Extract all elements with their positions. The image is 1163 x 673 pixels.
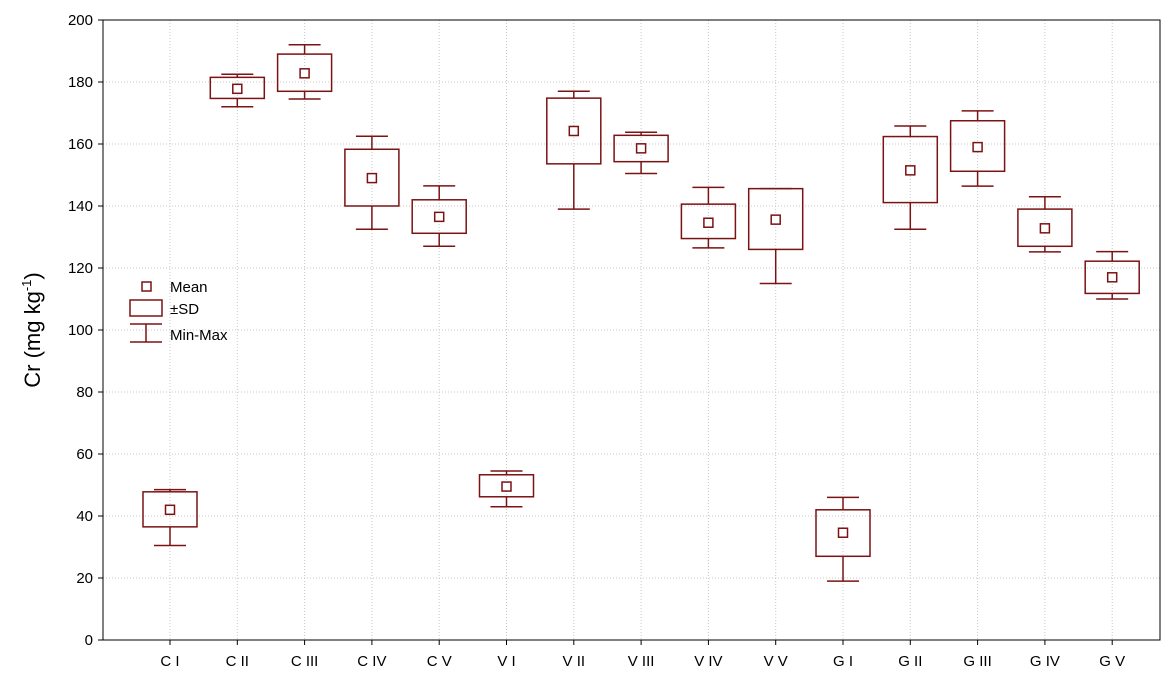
box-group: [1017, 195, 1073, 253]
x-tick-label: V III: [628, 653, 655, 670]
box-group: [949, 110, 1006, 187]
grid: [103, 20, 1160, 640]
box-group: [142, 488, 198, 547]
sd-box: [546, 97, 602, 165]
mean-marker: [837, 527, 849, 538]
x-tick-label: C IV: [357, 653, 386, 670]
sd-box: [142, 491, 198, 528]
x-tick-label: G V: [1099, 653, 1125, 670]
box-group: [815, 496, 871, 582]
box-group: [1084, 250, 1140, 300]
box-group: [613, 131, 669, 175]
mean-marker: [972, 141, 983, 153]
box-group: [882, 125, 939, 230]
x-tick-label: C I: [160, 653, 179, 670]
sd-box: [411, 199, 467, 235]
box-group: [209, 73, 266, 108]
x-tick-label: V IV: [694, 653, 722, 670]
mean-marker: [770, 214, 781, 225]
mean-marker: [164, 504, 176, 516]
x-tick-label: V II: [563, 653, 586, 670]
legend-label-sd: ±SD: [170, 301, 199, 318]
sd-box: [949, 120, 1006, 173]
sd-box: [747, 187, 804, 251]
x-tick-label: G III: [963, 653, 991, 670]
sd-box: [680, 203, 737, 240]
mean-marker: [703, 217, 714, 228]
x-tick-label: G II: [898, 653, 922, 670]
box-group: [411, 185, 467, 248]
y-tick-label: 200: [68, 12, 93, 29]
sd-box: [815, 509, 871, 558]
legend: Mean ±SD Min-Max: [129, 279, 228, 344]
mean-marker: [568, 125, 580, 137]
mean-marker: [232, 83, 243, 95]
y-tick-label: 0: [85, 632, 93, 649]
y-tick-label: 120: [68, 260, 93, 277]
boxes: [142, 44, 1140, 582]
sd-box: [882, 135, 939, 204]
y-tick-label: 80: [76, 384, 93, 401]
y-axis-title-superscript: -1: [19, 280, 34, 292]
y-tick-label: 60: [76, 446, 93, 463]
sd-box: [1084, 260, 1140, 295]
y-tick-label: 140: [68, 198, 93, 215]
x-tick-label: G I: [833, 653, 853, 670]
y-tick-label: 40: [76, 508, 93, 525]
mean-marker: [635, 143, 647, 154]
x-tick-label: V I: [497, 653, 515, 670]
x-tick-label: C III: [291, 653, 319, 670]
sd-box: [1017, 208, 1073, 248]
y-axis-title-close: ): [20, 272, 45, 279]
x-tick-label: C II: [226, 653, 249, 670]
mean-marker: [1106, 272, 1118, 283]
legend-label-mean: Mean: [170, 279, 208, 296]
box-group: [680, 186, 737, 249]
mean-marker: [366, 172, 378, 184]
mean-marker: [299, 68, 310, 79]
box-group: [344, 135, 400, 230]
y-tick-label: 180: [68, 74, 93, 91]
sd-box: [478, 474, 535, 498]
y-axis-title-main: Cr (mg kg: [20, 291, 45, 388]
legend-label-minmax: Min-Max: [170, 327, 228, 344]
box-group: [747, 187, 804, 285]
axes: 0 20 40 60 80 100 120 140 160 180 200 C I C II C III C…: [68, 12, 1125, 670]
box-group: [478, 470, 535, 508]
y-axis-title: Cr (mg kg-1): [19, 272, 45, 387]
mean-marker: [501, 481, 512, 492]
box-group: [276, 44, 333, 100]
legend-sd-box: [129, 299, 163, 317]
sd-box: [613, 134, 669, 163]
box-group: [546, 90, 602, 210]
y-tick-label: 160: [68, 136, 93, 153]
y-tick-label: 20: [76, 570, 93, 587]
x-tick-label: C V: [427, 653, 452, 670]
sd-box: [276, 53, 333, 93]
mean-marker: [905, 165, 916, 176]
x-tick-label: V V: [764, 653, 788, 670]
legend-mean-marker: [141, 281, 152, 292]
mean-marker: [1039, 223, 1051, 234]
x-tick-label: G IV: [1030, 653, 1060, 670]
mean-marker: [433, 211, 445, 223]
sd-box: [344, 148, 400, 207]
y-tick-label: 100: [68, 322, 93, 339]
sd-box: [209, 76, 266, 100]
